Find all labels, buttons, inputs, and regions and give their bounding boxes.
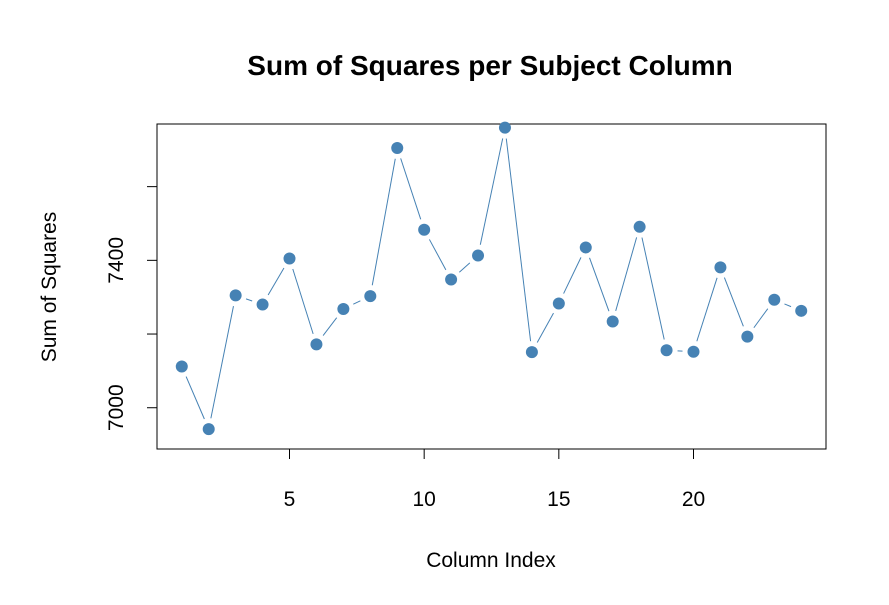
- series-line-segment: [292, 268, 314, 335]
- data-point: [202, 423, 215, 436]
- x-tick-label: 5: [284, 488, 296, 511]
- data-point: [552, 297, 565, 310]
- series-line-segment: [505, 138, 532, 342]
- y-tick-label: 7000: [105, 384, 128, 431]
- series-line-segment: [322, 317, 338, 336]
- data-point: [175, 360, 188, 373]
- series-line-segment: [615, 237, 638, 312]
- x-tick-label: 15: [547, 488, 570, 511]
- data-point: [606, 315, 619, 328]
- series-line-segment: [400, 158, 422, 220]
- data-point: [310, 338, 323, 351]
- data-point: [795, 304, 808, 317]
- series-line-segment: [245, 298, 253, 302]
- data-point: [283, 252, 296, 265]
- y-axis: 7000 7400: [105, 186, 158, 431]
- series-line-segment: [371, 158, 396, 286]
- y-tick-label: 7400: [105, 237, 128, 284]
- series-points: [175, 121, 808, 436]
- plot-frame: [156, 123, 827, 450]
- series-line-segment: [641, 237, 665, 340]
- data-point: [256, 298, 269, 311]
- series-line-segment: [185, 376, 205, 420]
- data-point: [579, 241, 592, 254]
- data-point: [525, 346, 538, 359]
- series-line-segments: [185, 138, 792, 420]
- chart-title: Sum of Squares per Subject Column: [247, 50, 732, 81]
- data-point: [687, 345, 700, 358]
- series-line-segment: [753, 308, 769, 329]
- data-point: [633, 220, 646, 233]
- series-line-segment: [563, 257, 582, 294]
- data-point: [418, 223, 431, 236]
- series-line-segment: [696, 277, 718, 342]
- series-line-segment: [267, 267, 285, 296]
- series-line-segment: [723, 277, 744, 327]
- series-line-segment: [784, 303, 792, 308]
- series-line-segment: [536, 312, 554, 343]
- data-point: [337, 302, 350, 315]
- x-tick-label: 10: [412, 488, 435, 511]
- data-point: [714, 261, 727, 274]
- series-line-segment: [428, 239, 447, 271]
- x-axis: 5 10 15 20: [284, 448, 705, 511]
- series-line-segment: [458, 262, 471, 273]
- y-axis-label: Sum of Squares: [38, 212, 61, 363]
- x-tick-label: 20: [682, 488, 705, 511]
- data-point: [364, 290, 377, 303]
- data-point: [498, 121, 511, 134]
- series-line-segment: [479, 138, 504, 245]
- data-point: [741, 330, 754, 343]
- series-line-segment: [589, 257, 610, 312]
- data-point: [229, 289, 242, 302]
- data-point: [660, 344, 673, 357]
- data-point: [472, 249, 485, 262]
- x-axis-label: Column Index: [426, 549, 556, 572]
- series-line-segment: [210, 306, 234, 419]
- series-line-segment: [353, 300, 361, 305]
- data-point: [391, 141, 404, 154]
- data-point: [445, 273, 458, 286]
- data-point: [768, 293, 781, 306]
